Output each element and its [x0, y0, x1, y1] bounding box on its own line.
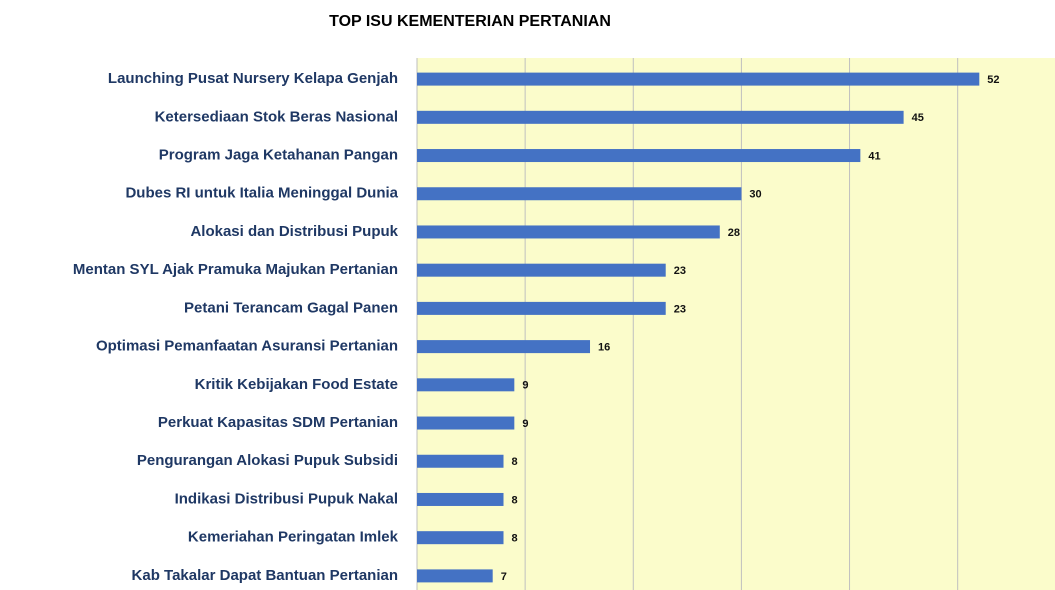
bar: [417, 149, 861, 163]
category-label: Program Jaga Ketahanan Pangan: [159, 147, 398, 164]
value-label: 8: [512, 494, 518, 506]
value-label: 45: [912, 112, 924, 124]
category-label: Dubes RI untuk Italia Meninggal Dunia: [125, 185, 398, 202]
category-label: Kab Takalar Dapat Bantuan Pertanian: [132, 567, 398, 584]
category-label: Alokasi dan Distribusi Pupuk: [190, 223, 398, 240]
value-label: 9: [522, 418, 528, 430]
value-label: 16: [598, 342, 610, 354]
plot-area: [417, 58, 1055, 590]
value-label: 23: [674, 265, 686, 277]
value-label: 41: [868, 150, 880, 162]
bar: [417, 492, 504, 506]
category-label: Pengurangan Alokasi Pupuk Subsidi: [137, 452, 398, 469]
value-label: 30: [749, 189, 761, 201]
bar: [417, 187, 742, 201]
bar: [417, 72, 980, 86]
category-label: Launching Pusat Nursery Kelapa Genjah: [108, 70, 398, 87]
value-label: 9: [522, 380, 528, 392]
chart-title: TOP ISU KEMENTERIAN PERTANIAN: [329, 13, 611, 30]
bar: [417, 110, 904, 124]
value-label: 8: [512, 533, 518, 545]
bar: [417, 531, 504, 545]
value-label: 7: [501, 571, 507, 583]
bar: [417, 301, 666, 315]
bar: [417, 416, 515, 430]
bar: [417, 569, 493, 583]
bar: [417, 225, 720, 239]
value-label: 28: [728, 227, 740, 239]
category-label: Kemeriahan Peringatan Imlek: [188, 529, 399, 546]
value-label: 8: [512, 456, 518, 468]
value-label: 52: [987, 74, 999, 86]
bar: [417, 263, 666, 277]
category-label: Mentan SYL Ajak Pramuka Majukan Pertania…: [73, 261, 398, 278]
category-label: Optimasi Pemanfaatan Asuransi Pertanian: [96, 338, 398, 355]
category-label: Perkuat Kapasitas SDM Pertanian: [158, 414, 398, 431]
category-label: Petani Terancam Gagal Panen: [184, 299, 398, 316]
category-label: Ketersediaan Stok Beras Nasional: [155, 108, 398, 125]
bar: [417, 378, 515, 392]
bar: [417, 454, 504, 468]
value-label: 23: [674, 303, 686, 315]
category-label: Indikasi Distribusi Pupuk Nakal: [175, 490, 398, 507]
category-label: Kritik Kebijakan Food Estate: [195, 376, 398, 393]
bar: [417, 340, 591, 354]
